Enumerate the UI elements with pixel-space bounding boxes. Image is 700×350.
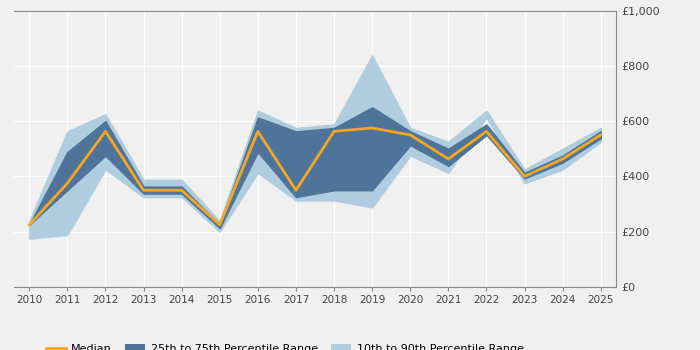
Legend: Median, 25th to 75th Percentile Range, 10th to 90th Percentile Range: Median, 25th to 75th Percentile Range, 1…	[41, 340, 528, 350]
